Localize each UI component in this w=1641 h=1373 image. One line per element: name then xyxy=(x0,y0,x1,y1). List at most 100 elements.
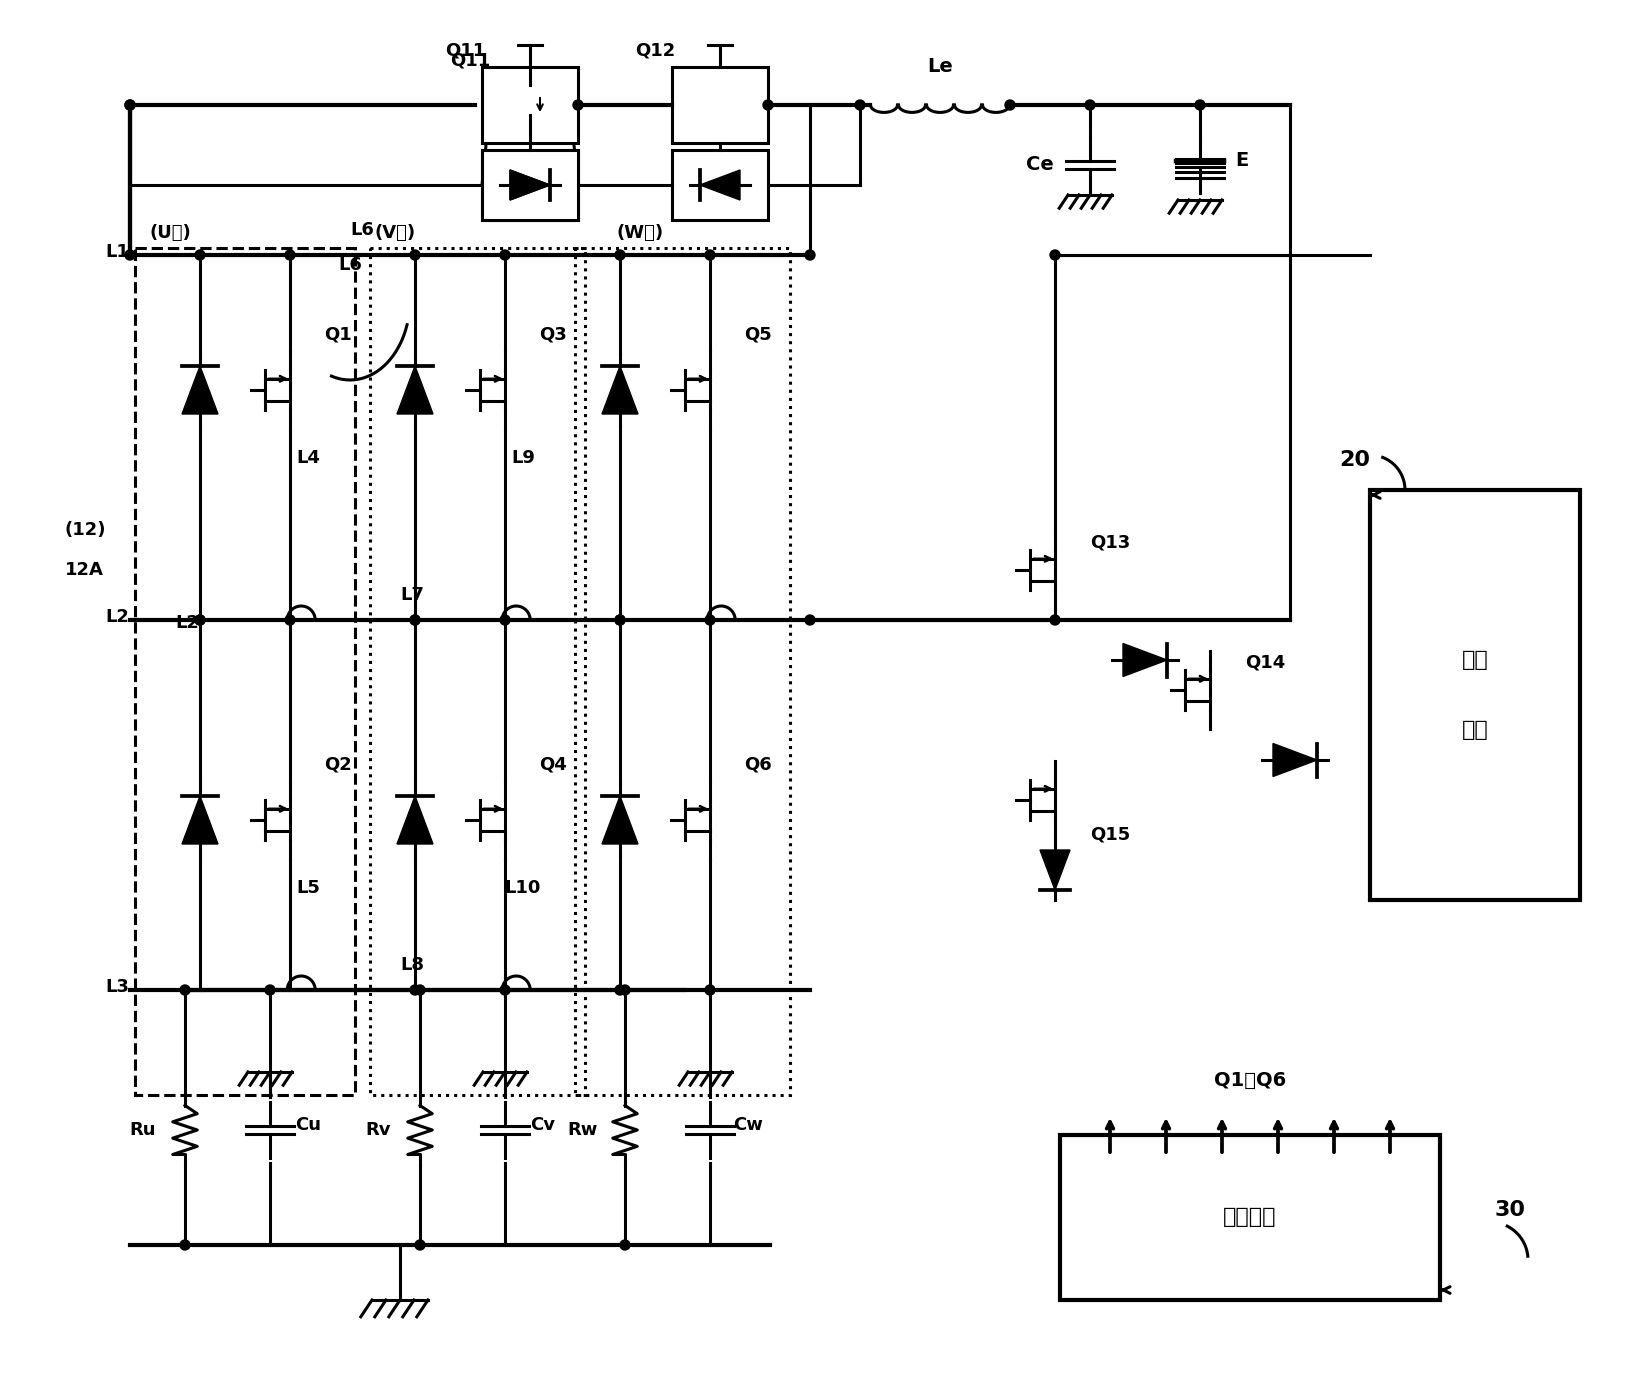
Bar xyxy=(1370,490,1580,899)
Text: (V相): (V相) xyxy=(374,224,415,242)
Text: L10: L10 xyxy=(505,879,542,897)
Polygon shape xyxy=(397,796,433,844)
Text: 控制电路: 控制电路 xyxy=(1223,1207,1277,1227)
Text: E: E xyxy=(1236,151,1249,169)
Polygon shape xyxy=(510,170,550,200)
Polygon shape xyxy=(397,367,433,415)
Circle shape xyxy=(410,250,420,259)
Circle shape xyxy=(181,1240,190,1249)
Circle shape xyxy=(806,250,816,259)
Text: 12A: 12A xyxy=(66,562,103,579)
Bar xyxy=(673,67,768,143)
Text: (W相): (W相) xyxy=(617,224,663,242)
Circle shape xyxy=(410,984,420,995)
Circle shape xyxy=(855,100,865,110)
Circle shape xyxy=(1195,100,1204,110)
Polygon shape xyxy=(602,796,638,844)
Circle shape xyxy=(410,615,420,625)
Text: Le: Le xyxy=(927,58,953,77)
Text: L1: L1 xyxy=(105,243,130,261)
Circle shape xyxy=(615,615,625,625)
Text: L2: L2 xyxy=(105,608,130,626)
Circle shape xyxy=(1050,615,1060,625)
Text: Q3: Q3 xyxy=(540,325,566,345)
Circle shape xyxy=(125,250,135,259)
Circle shape xyxy=(125,100,135,110)
Bar xyxy=(369,249,584,1096)
Text: Cu: Cu xyxy=(295,1116,322,1134)
Circle shape xyxy=(806,615,816,625)
Text: L8: L8 xyxy=(400,956,423,973)
Circle shape xyxy=(501,615,510,625)
Text: Cw: Cw xyxy=(734,1116,763,1134)
Circle shape xyxy=(195,250,205,259)
Text: Q15: Q15 xyxy=(1090,827,1131,844)
Circle shape xyxy=(501,984,510,995)
Circle shape xyxy=(1004,100,1016,110)
Polygon shape xyxy=(602,367,638,415)
Text: (U相): (U相) xyxy=(149,224,190,242)
Text: L6: L6 xyxy=(338,255,363,275)
Bar xyxy=(482,67,578,143)
Text: Rw: Rw xyxy=(568,1120,599,1140)
Circle shape xyxy=(415,1240,425,1249)
Text: Q13: Q13 xyxy=(1090,533,1131,551)
Text: L5: L5 xyxy=(295,879,320,897)
Bar xyxy=(673,150,768,220)
Circle shape xyxy=(763,100,773,110)
Bar xyxy=(574,249,789,1096)
Polygon shape xyxy=(1040,850,1070,890)
Text: Rv: Rv xyxy=(366,1120,391,1140)
Text: Ru: Ru xyxy=(130,1120,156,1140)
Text: L2: L2 xyxy=(176,614,199,632)
Text: L9: L9 xyxy=(510,449,535,467)
Text: Ce: Ce xyxy=(1026,155,1054,174)
Circle shape xyxy=(195,615,205,625)
Circle shape xyxy=(410,615,420,625)
Polygon shape xyxy=(1122,644,1167,677)
Circle shape xyxy=(706,615,715,625)
Text: 电机: 电机 xyxy=(1462,719,1488,740)
Circle shape xyxy=(195,615,205,625)
Text: 20: 20 xyxy=(1339,450,1370,470)
Circle shape xyxy=(501,250,510,259)
Polygon shape xyxy=(1273,744,1318,777)
Circle shape xyxy=(615,984,625,995)
Text: 旋转: 旋转 xyxy=(1462,649,1488,670)
Polygon shape xyxy=(182,367,218,415)
Circle shape xyxy=(615,250,625,259)
Text: Q5: Q5 xyxy=(743,325,771,345)
Text: Q1: Q1 xyxy=(325,325,351,345)
Text: L3: L3 xyxy=(105,978,130,995)
Bar xyxy=(482,150,578,220)
Circle shape xyxy=(286,250,295,259)
Text: L6: L6 xyxy=(350,221,374,239)
Text: 30: 30 xyxy=(1495,1200,1526,1221)
Text: Cv: Cv xyxy=(530,1116,556,1134)
Polygon shape xyxy=(182,796,218,844)
Polygon shape xyxy=(701,170,740,200)
Text: L7: L7 xyxy=(400,586,423,604)
Bar xyxy=(482,150,578,220)
Circle shape xyxy=(125,100,135,110)
Circle shape xyxy=(620,984,630,995)
Text: Q11: Q11 xyxy=(445,41,486,59)
Text: Q2: Q2 xyxy=(325,757,351,774)
Text: Q14: Q14 xyxy=(1246,654,1285,671)
Text: Q6: Q6 xyxy=(743,757,771,774)
Text: L4: L4 xyxy=(295,449,320,467)
Polygon shape xyxy=(510,170,550,200)
Circle shape xyxy=(286,615,295,625)
Bar xyxy=(1060,1135,1441,1300)
Circle shape xyxy=(264,984,276,995)
Circle shape xyxy=(1050,250,1060,259)
Text: Q12: Q12 xyxy=(635,41,674,59)
Text: Q4: Q4 xyxy=(540,757,566,774)
Circle shape xyxy=(415,984,425,995)
Circle shape xyxy=(706,984,715,995)
Text: Q1－Q6: Q1－Q6 xyxy=(1214,1071,1287,1090)
Circle shape xyxy=(615,615,625,625)
Circle shape xyxy=(620,1240,630,1249)
Circle shape xyxy=(573,100,583,110)
Bar xyxy=(135,249,354,1096)
